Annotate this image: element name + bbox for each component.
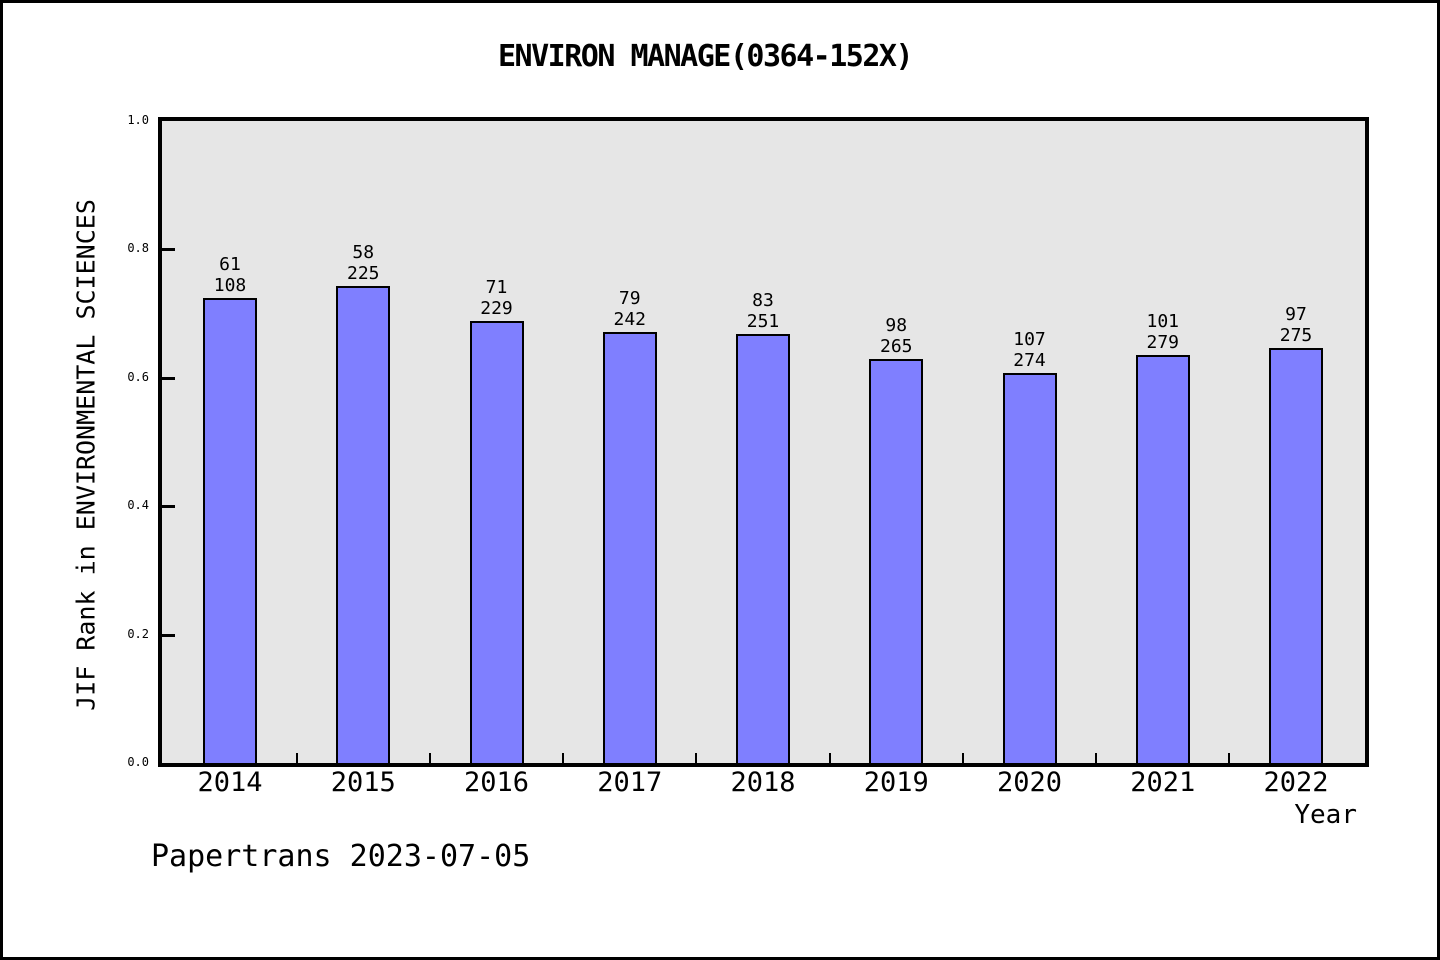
- y-tick-label-0.4: 0.4: [127, 498, 149, 513]
- bar-2020: [1002, 373, 1057, 763]
- y-tick-label-1.0: 1.0: [127, 113, 149, 127]
- total-value: 225: [346, 263, 380, 284]
- footer-watermark: Papertrans 2023-07-05: [151, 839, 531, 874]
- x-tick-label-2020: 2020: [996, 767, 1063, 798]
- rank-value: 71: [485, 277, 508, 298]
- x-tick-label-2015: 2015: [330, 767, 396, 798]
- bar-2016: [469, 321, 524, 763]
- bar-value-label-2014: 61 108: [214, 254, 247, 296]
- total-value: 229: [480, 298, 513, 319]
- y-major-tick: [162, 633, 175, 637]
- rank-value: 83: [752, 290, 774, 311]
- bar-2017: [602, 332, 657, 763]
- bar-2019: [869, 359, 924, 763]
- rank-value: 101: [1146, 311, 1180, 332]
- plot-area: 61 108 58 225 71 229 79 242 83 251 98 265 107 274 101 2…: [158, 117, 1369, 767]
- rank-value: 58: [352, 242, 375, 263]
- y-axis-label: JIF Rank in ENVIRONMENTAL SCIENCES: [71, 199, 101, 711]
- x-minor-tick: [562, 753, 565, 763]
- x-minor-tick: [695, 753, 698, 763]
- y-tick-label-0.2: 0.2: [127, 626, 149, 641]
- total-value: 251: [746, 311, 780, 332]
- y-tick-label-0.0: 0.0: [127, 755, 149, 769]
- x-minor-tick: [1228, 753, 1231, 763]
- rank-value: 98: [885, 315, 908, 336]
- y-major-tick: [162, 248, 175, 252]
- rank-value: 79: [618, 288, 641, 309]
- x-tick-label-2022: 2022: [1263, 767, 1329, 798]
- total-value: 242: [613, 309, 647, 330]
- bar-value-label-2022: 97 275: [1280, 304, 1313, 346]
- x-minor-tick: [428, 753, 431, 763]
- bar-2022: [1269, 348, 1323, 763]
- total-value: 265: [879, 336, 913, 357]
- x-minor-tick: [961, 753, 964, 763]
- total-value: 108: [213, 275, 247, 296]
- y-tick-label-0.6: 0.6: [127, 369, 149, 384]
- bar-value-label-2018: 83 251: [747, 290, 780, 332]
- bar-value-label-2017: 79 242: [613, 288, 646, 330]
- bar-value-label-2019: 98 265: [880, 315, 913, 357]
- x-tick-label-2019: 2019: [863, 767, 929, 798]
- y-major-tick: [162, 505, 175, 509]
- bar-value-label-2016: 71 229: [480, 277, 513, 319]
- x-axis-label: Year: [1294, 800, 1357, 830]
- bar-2021: [1135, 355, 1190, 763]
- x-minor-tick: [1095, 753, 1098, 763]
- total-value: 275: [1279, 325, 1313, 346]
- rank-value: 97: [1285, 304, 1307, 325]
- bar-2014: [203, 298, 257, 763]
- y-tick-label-0.8: 0.8: [127, 241, 149, 256]
- bar-value-label-2021: 101 279: [1146, 311, 1179, 353]
- bar-2015: [336, 286, 391, 763]
- x-minor-tick: [828, 753, 831, 763]
- x-minor-tick: [295, 753, 298, 763]
- x-tick-label-2014: 2014: [197, 767, 263, 798]
- bar-2018: [736, 334, 790, 763]
- x-tick-label-2017: 2017: [597, 767, 663, 798]
- total-value: 279: [1146, 332, 1180, 353]
- bar-value-label-2020: 107 274: [1013, 329, 1046, 371]
- total-value: 274: [1013, 350, 1046, 371]
- x-tick-label-2021: 2021: [1130, 767, 1196, 798]
- bar-value-label-2015: 58 225: [347, 242, 380, 284]
- x-tick-label-2016: 2016: [463, 767, 530, 798]
- rank-value: 61: [219, 254, 241, 275]
- y-major-tick: [162, 376, 175, 380]
- chart-title: ENVIRON MANAGE(0364-152X): [497, 39, 914, 74]
- rank-value: 107: [1013, 329, 1046, 350]
- x-tick-label-2018: 2018: [730, 767, 796, 798]
